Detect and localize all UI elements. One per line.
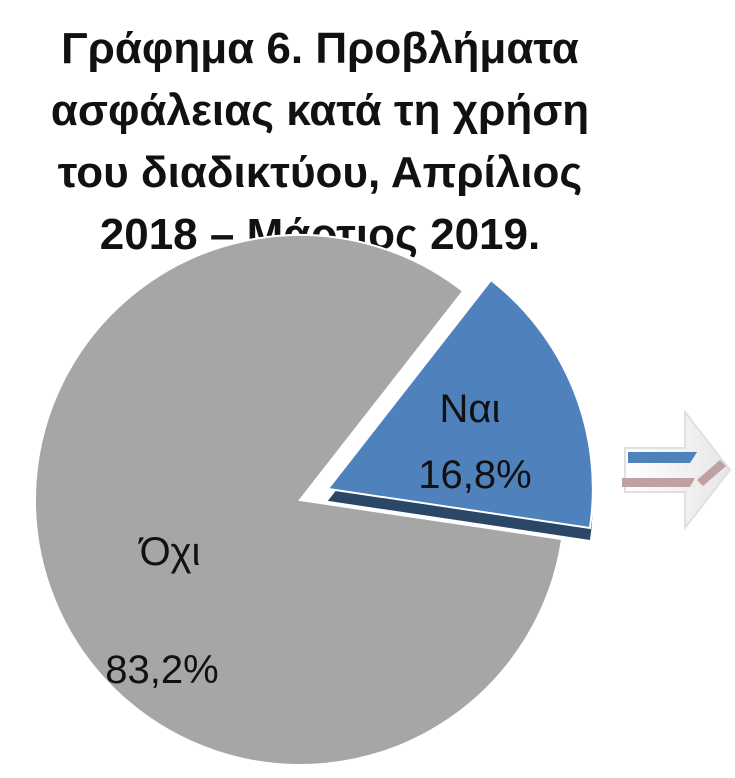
chart-title-line: ασφάλειας κατά τη χρήση [50, 86, 590, 135]
slice-label: Όχι [138, 530, 201, 574]
slice-value-label: 83,2% [105, 648, 218, 692]
pie-slice [34, 234, 564, 766]
chart-title-line: του διαδικτύου, Απρίλιος [57, 148, 583, 197]
double-arrow-icon [622, 409, 732, 531]
pie-slice [326, 278, 594, 530]
chart-title: Γράφημα 6. Προβλήματα ασφάλειας κατά τη … [20, 18, 620, 266]
chart-title-line: Γράφημα 6. Προβλήματα [61, 24, 579, 73]
slice-label: Ναι [440, 387, 501, 431]
slice-value-label: 16,8% [418, 453, 531, 497]
